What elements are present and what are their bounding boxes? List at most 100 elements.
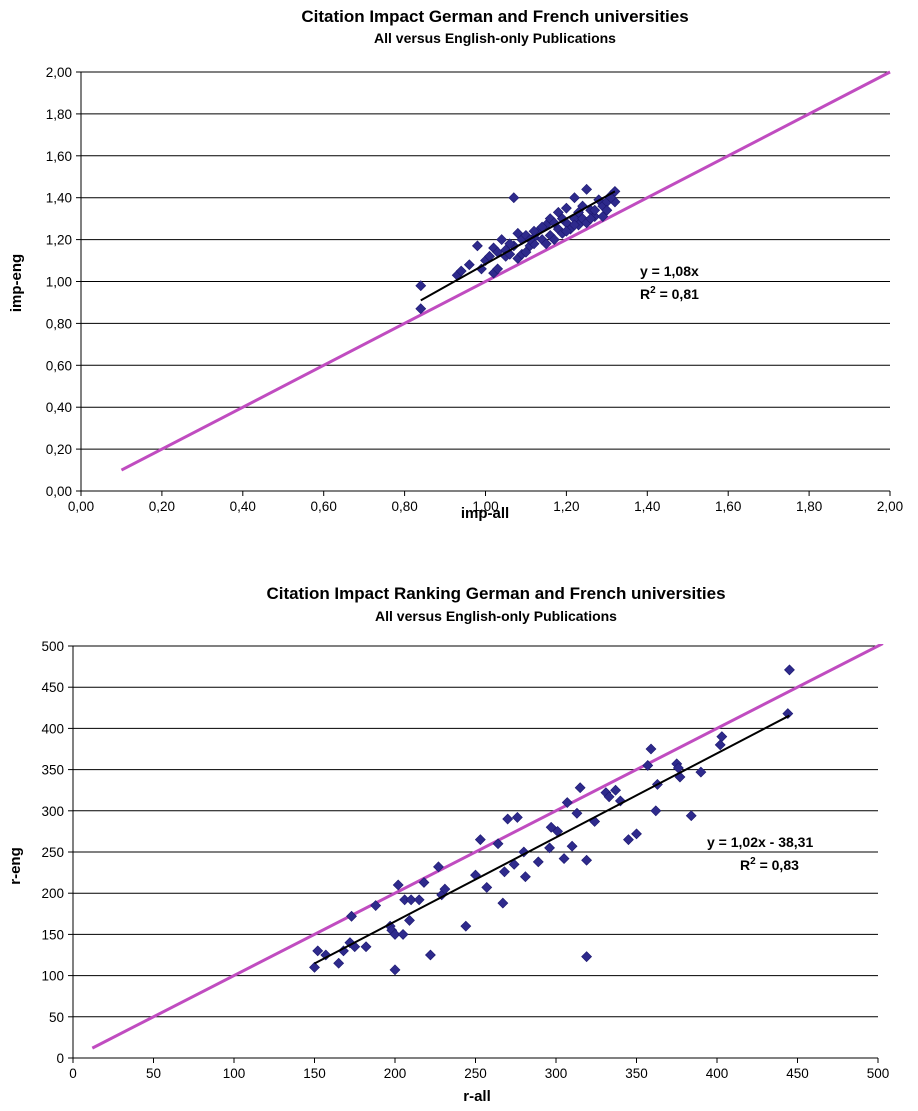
trend-line (420, 190, 616, 302)
r-squared: R2 = 0,83 (740, 856, 799, 873)
data-point (460, 920, 472, 932)
chart-impact: Citation Impact German and French univer… (8, 7, 903, 522)
y-tick-label: 450 (41, 680, 64, 695)
data-point (610, 784, 621, 796)
x-tick-label: 0,00 (68, 499, 94, 514)
data-point (695, 766, 707, 778)
data-point (492, 263, 504, 275)
x-tick-labels: 0,00 0,20 0,40 0,60 0,80 1,00 1,20 1,40 1,60 1,80… (68, 499, 903, 514)
data-point (481, 882, 493, 893)
x-tick-label: 250 (464, 1066, 487, 1081)
y-tick-label: 0,80 (46, 316, 72, 331)
y-tick-label: 0 (56, 1051, 64, 1066)
data-point (333, 957, 345, 969)
data-point (532, 856, 544, 868)
data-point (589, 204, 601, 216)
chart-subtitle: All versus English-only Publications (375, 608, 617, 624)
x-tick-label: 150 (303, 1066, 326, 1081)
data-point (585, 213, 597, 225)
chart-title: Citation Impact German and French univer… (301, 7, 688, 26)
data-point (685, 810, 697, 822)
x-tick-label: 300 (545, 1066, 568, 1081)
x-tick-label: 1,40 (634, 499, 660, 514)
data-point (714, 739, 726, 751)
r-squared: R2 = 0,81 (640, 285, 699, 302)
x-axis-label: r-all (463, 1088, 491, 1105)
data-point (415, 280, 427, 292)
data-point (474, 834, 486, 846)
x-tick-label: 0,20 (149, 499, 175, 514)
data-point (415, 303, 427, 315)
y-tick-label: 1,80 (46, 107, 72, 122)
data-point (508, 192, 520, 204)
y-tick-label: 400 (41, 721, 64, 736)
gridlines (76, 71, 891, 496)
data-point (346, 910, 357, 922)
data-point (645, 743, 657, 755)
data-point (389, 964, 401, 976)
data-point (558, 853, 570, 865)
y-tick-label: 2,00 (46, 65, 72, 80)
data-point (312, 945, 324, 957)
trend-line (314, 714, 790, 965)
data-point (560, 202, 572, 214)
y-tick-label: 0,60 (46, 358, 72, 373)
data-point (784, 664, 795, 676)
x-tick-label: 0,60 (311, 499, 337, 514)
trend-segment (420, 190, 616, 302)
data-point (623, 834, 634, 846)
y-tick-label: 0,40 (46, 400, 72, 415)
data-point (502, 813, 514, 825)
data-point (782, 708, 794, 719)
x-tick-label: 350 (625, 1066, 648, 1081)
data-point (413, 894, 425, 906)
data-point (360, 941, 372, 953)
x-tick-label: 400 (706, 1066, 729, 1081)
x-tick-label: 1,20 (553, 499, 579, 514)
data-point (405, 894, 417, 906)
y-tick-label: 1,00 (46, 275, 72, 290)
data-point (471, 240, 483, 252)
data-point (389, 928, 401, 940)
data-point (601, 204, 613, 216)
data-point (716, 731, 728, 743)
y-tick-label: 300 (41, 804, 64, 819)
y-tick-label: 0,00 (46, 484, 72, 499)
data-point (309, 961, 320, 973)
trend-equation: y = 1,08x (640, 263, 699, 279)
x-tick-label: 1,60 (715, 499, 741, 514)
data-point (404, 914, 415, 926)
x-tick-label: 1,00 (472, 499, 498, 514)
diagonal-line (91, 644, 884, 1050)
x-tick-label: 450 (786, 1066, 809, 1081)
x-tick-label: 200 (384, 1066, 407, 1081)
x-axis-label: imp-all (461, 505, 509, 522)
data-point (571, 807, 583, 819)
data-point (496, 234, 508, 246)
data-point (574, 782, 586, 794)
y-tick-label: 1,20 (46, 233, 72, 248)
data-point (497, 897, 509, 909)
x-tick-label: 100 (223, 1066, 246, 1081)
data-point (320, 949, 332, 961)
y-tick-label: 0,20 (46, 442, 72, 457)
data-point (603, 791, 615, 803)
data-point (433, 861, 444, 873)
x-tick-label: 50 (146, 1066, 161, 1081)
data-point (581, 854, 593, 866)
x-tick-label: 1,80 (796, 499, 822, 514)
x-tick-label: 0,40 (230, 499, 256, 514)
chart-title: Citation Impact Ranking German and Frenc… (266, 584, 725, 603)
data-point (566, 840, 578, 852)
x-tick-label: 0 (69, 1066, 77, 1081)
chart-subtitle: All versus English-only Publications (374, 30, 616, 46)
data-point (545, 821, 557, 833)
data-point (556, 213, 568, 225)
data-point (455, 265, 467, 277)
data-point (492, 838, 504, 850)
data-point (544, 842, 555, 854)
x-tick-label: 500 (867, 1066, 890, 1081)
data-point (560, 225, 572, 237)
data-point (569, 192, 580, 204)
data-point (504, 238, 516, 250)
